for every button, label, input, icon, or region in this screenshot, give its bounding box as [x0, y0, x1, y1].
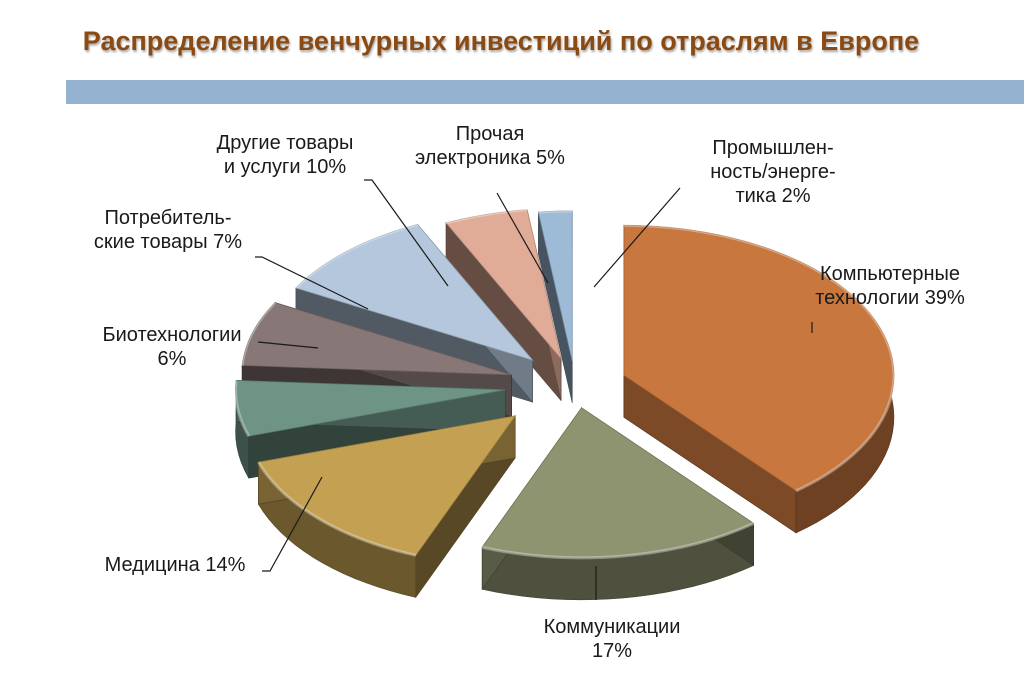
chart-title: Распределение венчурных инвестиций по от…	[82, 26, 920, 56]
slice-label-2: Коммуникации 17%	[544, 616, 681, 662]
slice-label-line: и услуги 10%	[224, 156, 346, 178]
slice-label-line: ность/энерге-	[710, 161, 835, 183]
slice-label-line: Медицина 14%	[105, 554, 246, 576]
slice-label-line: Коммуникации	[544, 616, 681, 638]
slice-top	[295, 223, 534, 361]
leader-line-3	[262, 476, 323, 572]
slice-label-line: Промышлен-	[712, 137, 833, 159]
pie-slice-8	[537, 209, 573, 403]
slice-label-line: Компьютерные	[820, 263, 960, 285]
slice-label-line: Биотехнологии	[103, 324, 242, 346]
slice-label-3: Медицина 14%	[105, 554, 246, 576]
slice-top	[257, 415, 517, 556]
slice-highlight	[240, 301, 277, 366]
slice-top	[241, 302, 512, 376]
leader-line-5	[255, 256, 369, 310]
slice-top	[537, 210, 573, 361]
slice-label-line: технологии 39%	[815, 287, 965, 309]
slice-highlight	[623, 223, 896, 493]
slice-highlight	[257, 461, 417, 557]
title-underline-bar	[66, 80, 1024, 104]
slice-label-line: Потребитель-	[104, 207, 231, 229]
pie-slice-7	[445, 208, 562, 402]
slice-highlight	[481, 522, 755, 560]
slice-label-7: Прочая электроника 5%	[415, 123, 565, 169]
slice-label-line: Другие товары	[217, 132, 354, 154]
leader-lines	[255, 179, 813, 600]
slice-label-line: ские товары 7%	[94, 231, 242, 253]
slice-label-8: Промышлен-ность/энерге-тика 2%	[710, 137, 835, 207]
leader-line-7	[496, 192, 549, 284]
slice-label-6: Другие товары и услуги 10%	[217, 132, 354, 178]
slice-highlight	[445, 208, 528, 225]
slice-label-5: Потребитель-ские товары 7%	[94, 207, 242, 253]
pie-slice-2	[481, 406, 755, 601]
slice-label-4: Биотехнологии 6%	[103, 324, 242, 370]
slice-label-line: 6%	[158, 348, 187, 370]
leader-line-8	[593, 187, 681, 288]
slice-label-line: 17%	[592, 640, 632, 662]
slice-highlight	[234, 380, 251, 437]
pie-slice-3	[257, 414, 517, 599]
slice-label-line: тика 2%	[735, 185, 810, 207]
leader-line-6	[364, 179, 449, 287]
slice-top	[481, 407, 755, 559]
pie-slice-1	[623, 223, 896, 534]
slice-top	[445, 209, 562, 359]
slice-label-line: электроника 5%	[415, 147, 565, 169]
slice-top	[235, 379, 506, 437]
slice-label-line: Прочая	[456, 123, 525, 145]
slice-label-1: Компьютерные технологии 39%	[815, 263, 965, 309]
leader-line-4	[257, 341, 319, 349]
slice-labels: Компьютерные технологии 39% Коммуникации 17…	[94, 123, 965, 662]
pie-slices	[234, 208, 896, 601]
slice-highlight	[538, 209, 573, 214]
slice-top	[623, 224, 895, 492]
